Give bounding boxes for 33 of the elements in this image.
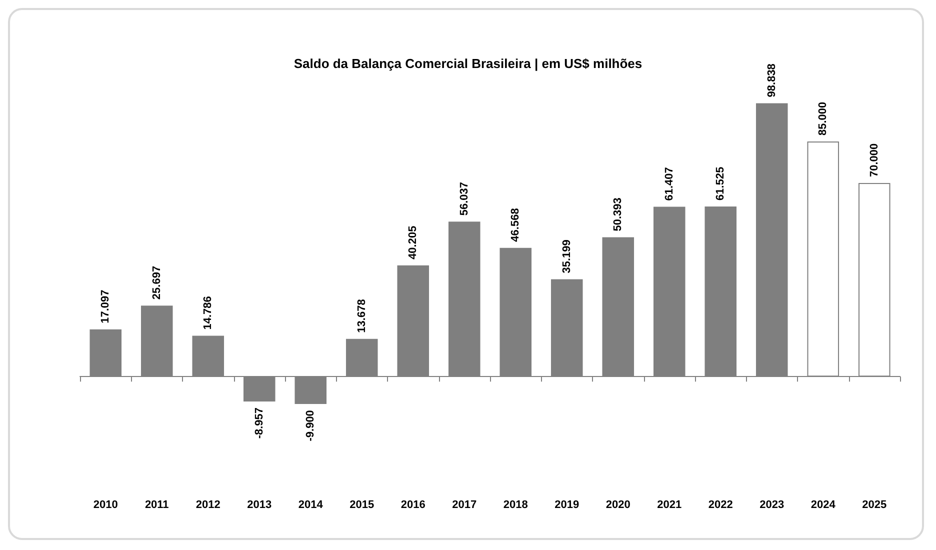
x-tick-label: 2010	[93, 498, 118, 511]
data-label: 70.000	[868, 143, 880, 177]
x-tick-label: 2019	[554, 498, 580, 511]
x-tick-label: 2023	[760, 498, 784, 511]
x-tick-label: 2017	[452, 498, 477, 511]
data-label: 98.838	[766, 64, 778, 98]
data-label: 13.678	[356, 299, 368, 333]
x-tick-label: 2013	[247, 498, 272, 511]
data-label: -9.900	[304, 410, 317, 442]
data-label: 61.525	[714, 166, 727, 200]
x-tick-label: 2025	[862, 498, 887, 511]
x-tick-label: 2018	[503, 498, 528, 511]
x-tick-label: 2016	[400, 498, 426, 511]
x-tick-label: 2020	[606, 498, 630, 511]
x-tick-label: 2021	[657, 498, 682, 511]
x-tick-label: 2012	[196, 498, 220, 511]
x-tick-label: 2015	[350, 498, 374, 511]
chart-title: Saldo da Balança Comercial Brasileira | em US$ milhões	[294, 56, 642, 71]
data-label: 17.097	[100, 290, 112, 324]
x-tick-label: 2014	[298, 498, 324, 511]
data-label: 46.568	[510, 208, 522, 242]
x-tick-label: 2011	[144, 498, 169, 511]
data-label: 85.000	[817, 102, 830, 136]
data-label: 35.199	[560, 240, 573, 274]
data-label: -8.957	[253, 407, 266, 439]
data-label: 14.786	[202, 296, 214, 330]
data-label: 25.697	[150, 266, 163, 300]
x-tick-label: 2024	[810, 498, 836, 511]
data-label: 50.393	[612, 198, 624, 232]
data-label: 56.037	[458, 182, 470, 216]
data-label: 40.205	[407, 226, 420, 260]
data-label: 61.407	[663, 167, 676, 201]
x-tick-label: 2022	[708, 498, 733, 511]
